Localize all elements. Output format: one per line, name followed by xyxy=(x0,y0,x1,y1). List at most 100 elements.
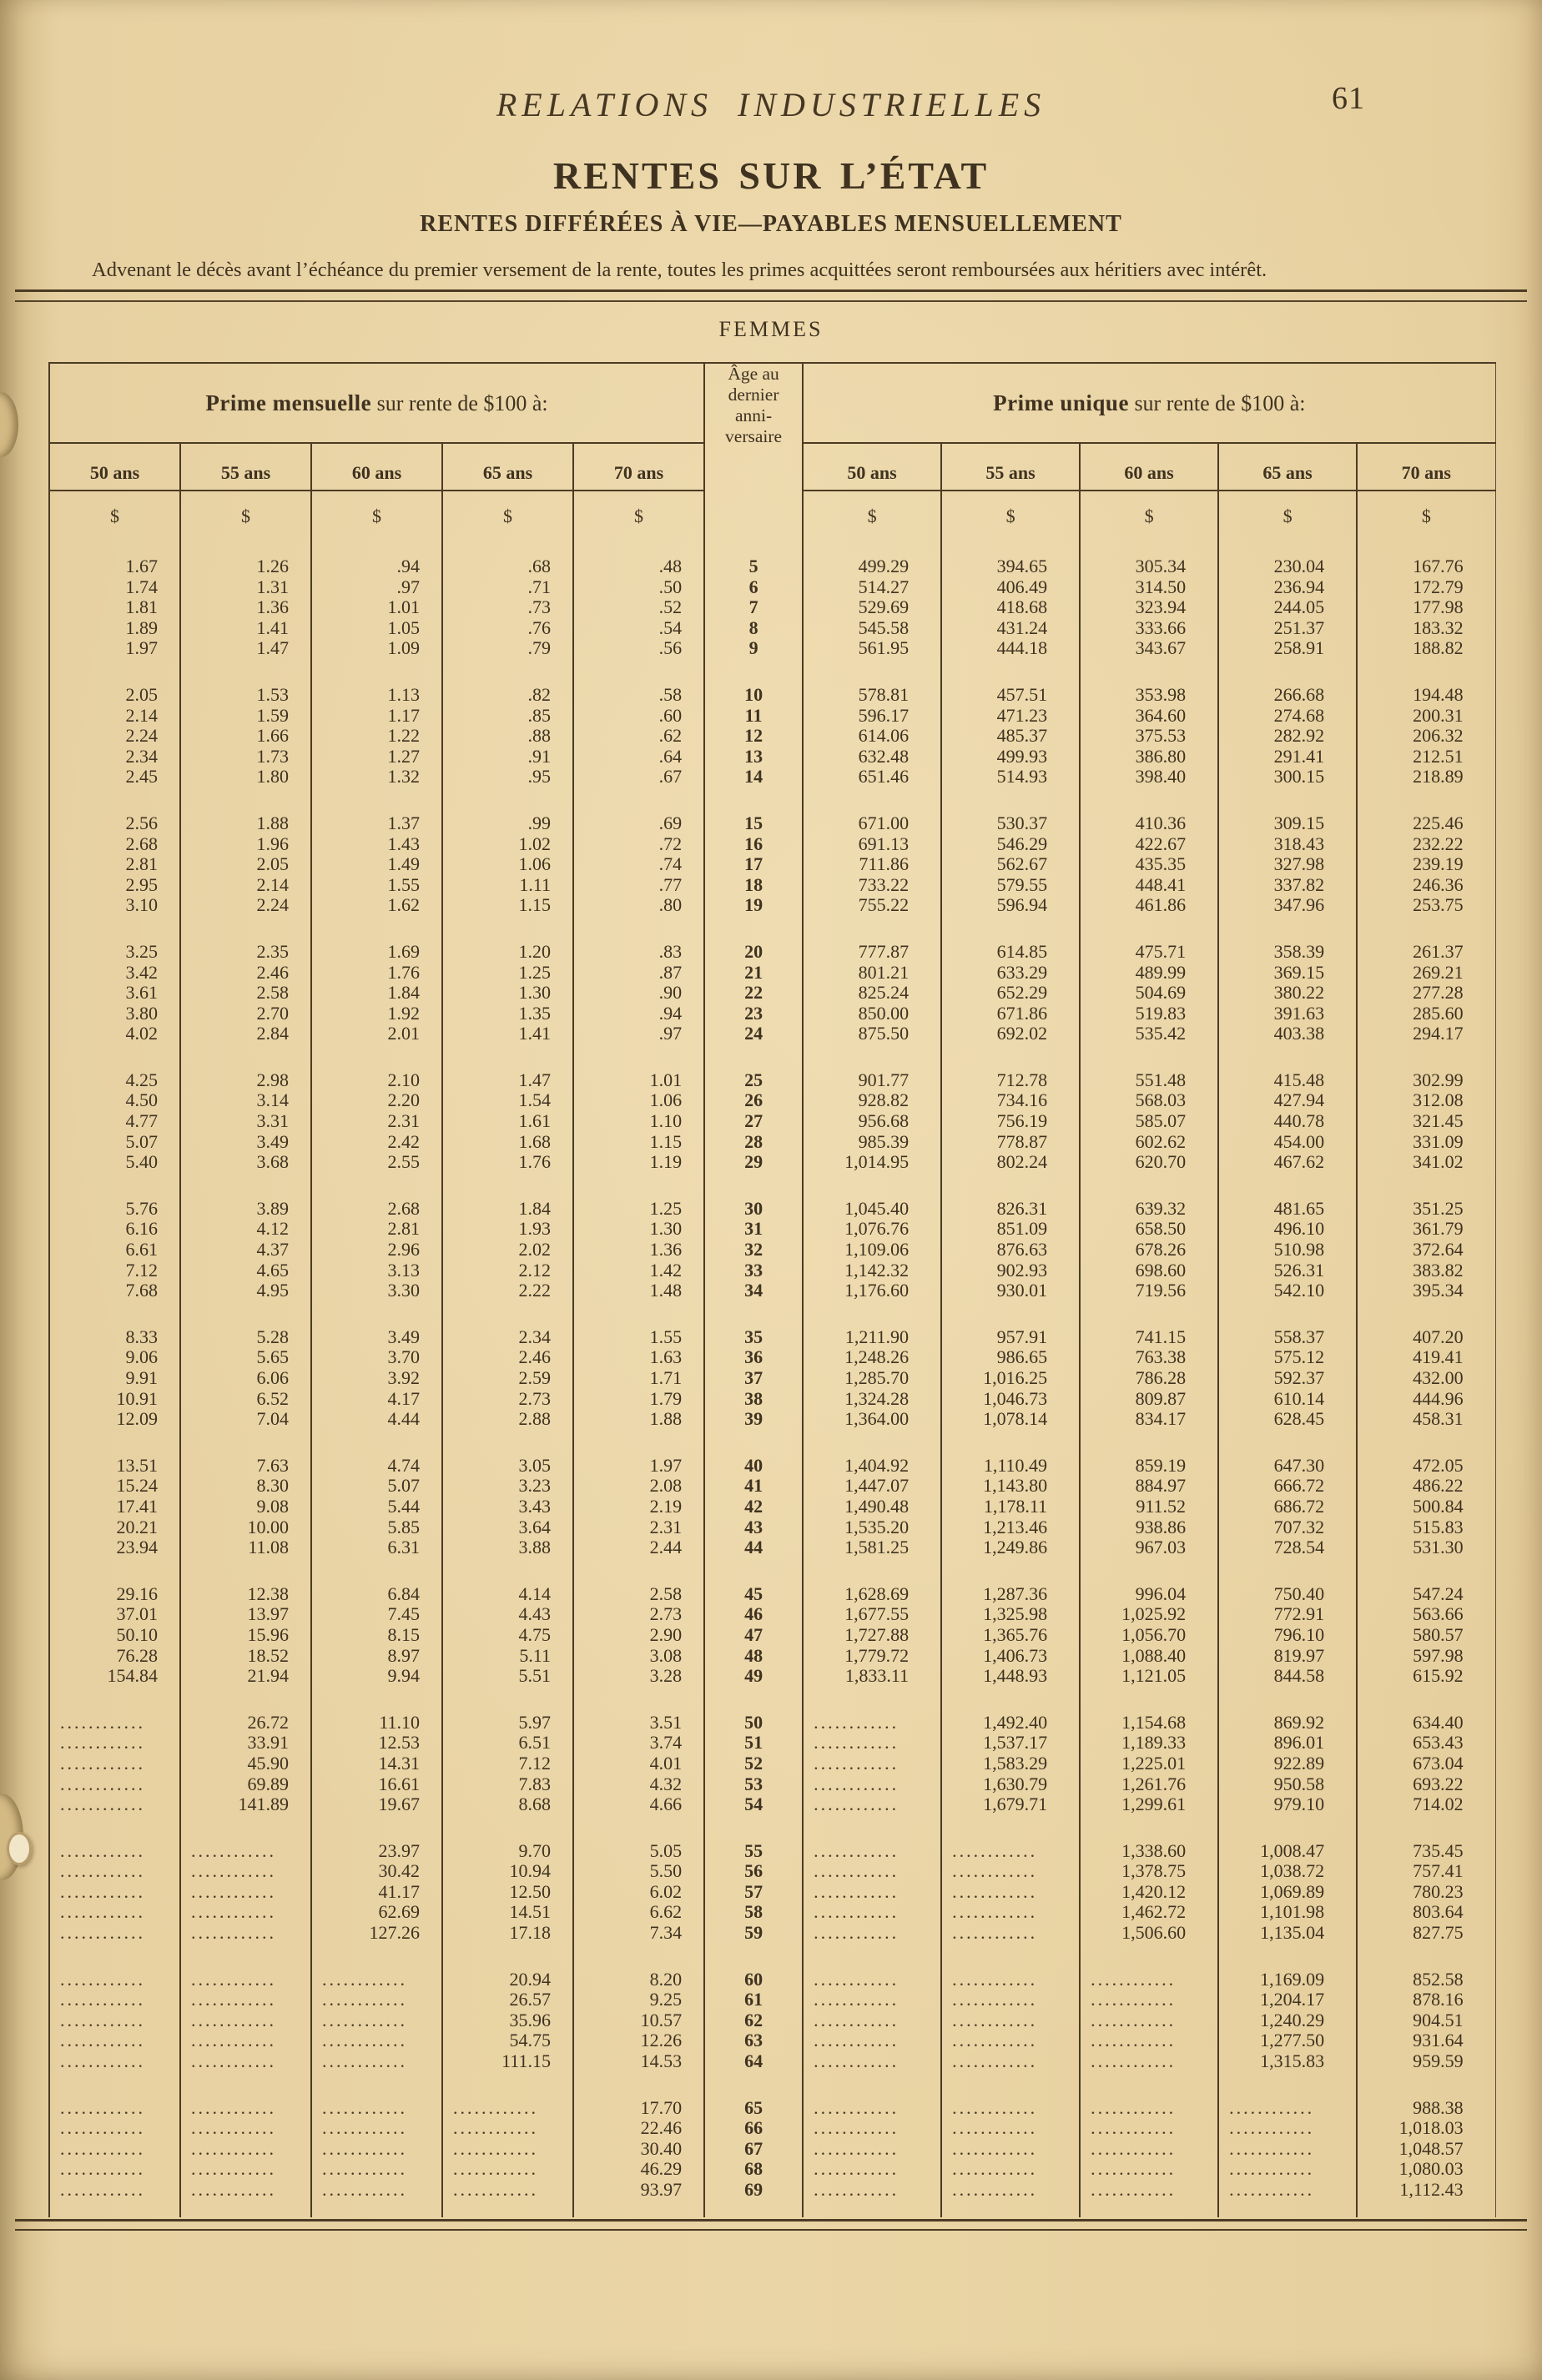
monthly-premium-cell: 1.02 xyxy=(442,833,574,855)
single-premium-cell: 902.93 xyxy=(941,1260,1081,1281)
table-row: 4.50 3.14 2.20 1.54 1.06 26 928.82 734.16 568.03… xyxy=(49,1090,1495,1112)
monthly-premium-cell: .91 xyxy=(442,746,574,767)
monthly-premium-cell: ............ xyxy=(49,1943,181,1990)
table-row: 2.45 1.80 1.32.95.67 14 651.46 514.93 398.40 30… xyxy=(49,767,1495,787)
age-cell: 43 xyxy=(704,1517,804,1538)
single-premium-cell: 519.83 xyxy=(1080,1003,1220,1024)
age-header-line: dernier xyxy=(728,385,779,405)
single-premium-cell: 1,176.60 xyxy=(803,1281,943,1301)
monthly-premium-cell: 1.31 xyxy=(180,576,312,598)
currency-sign: $ xyxy=(573,491,706,541)
monthly-premium-cell: .87 xyxy=(573,962,706,984)
table-row: 9.91 6.06 3.92 2.59 1.71 37 1,285.70 1,016.25 78… xyxy=(49,1367,1495,1389)
single-premium-cell: 780.23 xyxy=(1413,1880,1464,1902)
single-premium-cell: 652.29 xyxy=(941,982,1081,1004)
table-row: ............ 26.72 11.10 5.97 3.51 50........… xyxy=(49,1686,1495,1733)
monthly-premium-cell: 1.73 xyxy=(180,746,312,767)
monthly-premium-cell: 3.74 xyxy=(573,1733,706,1754)
monthly-premium-cell: 127.26 xyxy=(311,1922,443,1944)
monthly-premium-cell: ............ xyxy=(180,2118,312,2139)
single-premium-cell: ............ xyxy=(1218,2159,1358,2180)
single-premium-cell: 597.98 xyxy=(1413,1644,1464,1666)
monthly-premium-cell: .95 xyxy=(442,767,574,787)
table-row: 4.02 2.84 2.01 1.41.97 24 875.50 692.02 535.42 4… xyxy=(49,1024,1495,1044)
monthly-premium-cell: 2.31 xyxy=(573,1517,706,1538)
monthly-premium-cell: ............ xyxy=(311,1990,443,2010)
monthly-premium-cell: .54 xyxy=(573,617,706,639)
monthly-premium-cell: 1.36 xyxy=(180,597,312,618)
single-premium-cell: 563.66 xyxy=(1413,1603,1464,1625)
single-premium-cell: 801.21 xyxy=(803,962,943,984)
monthly-premium-cell: ............ xyxy=(180,1814,312,1862)
monthly-premium-cell: 2.98 xyxy=(180,1044,312,1091)
monthly-premium-cell: 6.84 xyxy=(311,1557,443,1605)
single-premium-cell: 364.60 xyxy=(1080,705,1220,727)
monthly-premium-cell: 1.76 xyxy=(442,1152,574,1173)
monthly-premium-cell: 1.79 xyxy=(573,1388,706,1410)
single-premium-cell: 327.98 xyxy=(1218,854,1358,875)
monthly-premium-cell: 2.05 xyxy=(49,658,181,706)
monthly-premium-cell: 1.15 xyxy=(573,1131,706,1153)
table-row: .................................... 54.7… xyxy=(49,2030,1495,2052)
single-premium-cell: 1,727.88 xyxy=(803,1624,943,1646)
monthly-premium-cell: 3.92 xyxy=(311,1367,443,1389)
table-row: ........................ 41.17 12.50 6.02 57… xyxy=(49,1880,1495,1903)
single-premium-cell: ............ xyxy=(1080,2159,1220,2180)
age-cell: 7 xyxy=(704,597,804,618)
single-premium-cell: 851.09 xyxy=(941,1219,1081,1240)
monthly-premium-cell: 1.47 xyxy=(180,638,312,659)
left-group-header-rest: sur rente de $100 à: xyxy=(371,390,548,415)
monthly-premium-cell: 62.69 xyxy=(311,1902,443,1924)
age-cell: 35 xyxy=(704,1301,804,1348)
monthly-premium-cell: 1.05 xyxy=(311,617,443,639)
monthly-premium-cell: 1.22 xyxy=(311,726,443,747)
monthly-premium-cell: 2.58 xyxy=(180,982,312,1004)
monthly-premium-cell: 2.22 xyxy=(442,1281,574,1301)
monthly-premium-cell: 37.01 xyxy=(49,1604,181,1625)
monthly-premium-cell: 2.19 xyxy=(573,1496,706,1517)
monthly-premium-cell: 17.41 xyxy=(49,1496,181,1517)
single-premium-cell: 950.58 xyxy=(1218,1774,1358,1795)
single-premium-cell: 1,178.11 xyxy=(941,1496,1081,1517)
single-premium-cell: 1,038.72 xyxy=(1218,1861,1358,1882)
table-row: 23.94 11.08 6.31 3.88 2.44 44 1,581.25 1,249.86… xyxy=(49,1537,1495,1558)
single-premium-cell: 620.70 xyxy=(1080,1152,1220,1173)
table-row: 5.07 3.49 2.42 1.68 1.15 28 985.39 778.87 602.62… xyxy=(49,1131,1495,1153)
age-cell: 62 xyxy=(704,2010,804,2031)
single-premium-cell: 333.66 xyxy=(1080,617,1220,639)
monthly-premium-cell: 141.89 xyxy=(180,1794,312,1815)
age-cell: 17 xyxy=(704,854,804,875)
monthly-premium-cell: 4.25 xyxy=(49,1044,181,1091)
single-premium-cell: 931.64 xyxy=(1413,2030,1464,2051)
table-row: 7.68 4.95 3.30 2.22 1.48 34 1,176.60 930.01 719.… xyxy=(49,1281,1495,1301)
monthly-premium-cell: 3.80 xyxy=(49,1003,181,1024)
single-premium-cell: 956.68 xyxy=(803,1110,943,1132)
monthly-premium-cell: 1.13 xyxy=(311,658,443,706)
single-premium-cell: 206.32 xyxy=(1413,725,1464,747)
monthly-premium-cell: 2.12 xyxy=(442,1260,574,1281)
journal-title: RELATIONS INDUSTRIELLES xyxy=(496,86,1046,123)
monthly-premium-cell: .85 xyxy=(442,705,574,727)
table-row: ........................................… xyxy=(49,2138,1495,2160)
single-premium-cell: ............ xyxy=(803,1774,943,1795)
age-cell: 40 xyxy=(704,1429,804,1477)
monthly-premium-cell: 4.01 xyxy=(573,1753,706,1774)
age-cell: 23 xyxy=(704,1003,804,1024)
single-premium-cell: 714.02 xyxy=(1413,1794,1464,1815)
single-premium-cell: 666.72 xyxy=(1218,1476,1358,1497)
monthly-premium-cell: 5.65 xyxy=(180,1347,312,1368)
age-cell: 16 xyxy=(704,833,804,855)
single-premium-cell: 628.45 xyxy=(1218,1409,1358,1430)
monthly-premium-cell: 1.41 xyxy=(180,617,312,639)
single-premium-cell: 369.15 xyxy=(1218,962,1358,984)
single-premium-cell: 1,535.20 xyxy=(803,1517,943,1538)
single-premium-cell: 403.38 xyxy=(1218,1024,1358,1044)
monthly-premium-cell: 2.70 xyxy=(180,1003,312,1024)
monthly-premium-cell: 1.88 xyxy=(180,787,312,834)
monthly-premium-cell: 2.56 xyxy=(49,787,181,834)
page-title: RENTES SUR L’ÉTAT xyxy=(552,154,990,197)
monthly-premium-cell: 4.77 xyxy=(49,1110,181,1132)
age-cell: 41 xyxy=(704,1476,804,1497)
single-premium-cell: 375.53 xyxy=(1080,726,1220,747)
single-premium-cell: 1,078.14 xyxy=(941,1409,1081,1430)
